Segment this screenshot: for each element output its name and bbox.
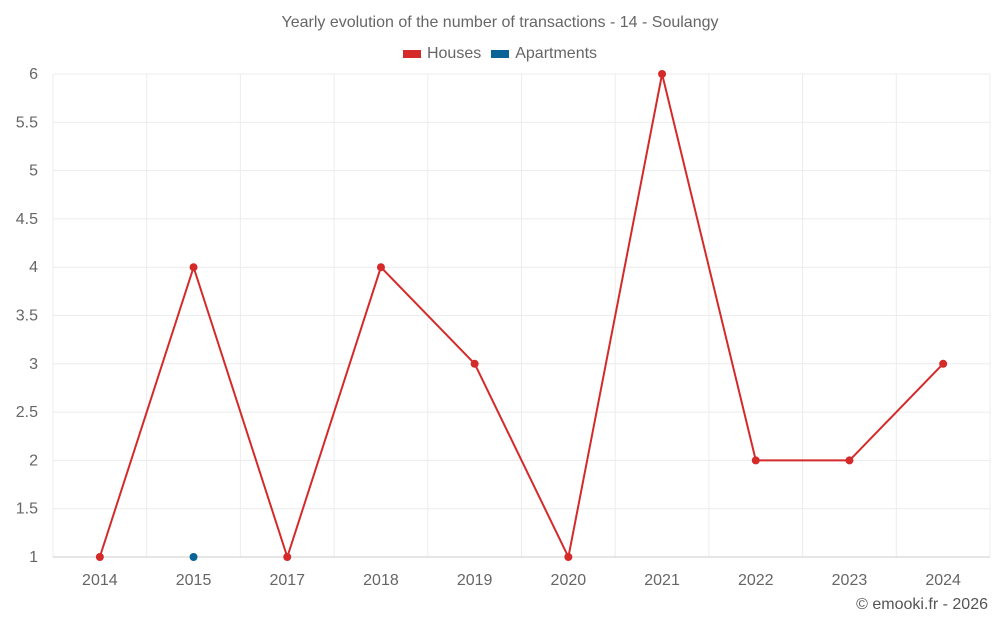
y-tick-label: 3 [29,356,38,373]
x-tick-label: 2023 [832,572,868,589]
x-tick-label: 2017 [269,572,305,589]
data-point-houses [470,359,479,368]
data-point-houses [564,553,573,561]
x-tick-label: 2019 [457,572,493,589]
series-line-houses [98,73,944,561]
legend: Houses Apartments [0,45,1000,63]
y-tick-label: 2.5 [16,404,38,421]
y-tick-label: 1 [29,549,38,566]
y-tick-label: 2 [29,452,38,469]
legend-label-houses: Houses [426,45,482,62]
y-tick-label: 5 [29,163,38,180]
legend-swatch-apartments [491,50,510,58]
y-tick-label: 5.5 [16,114,38,131]
x-tick-label: 2020 [551,572,587,589]
data-point-houses [845,456,854,465]
legend-item-houses[interactable]: Houses [402,45,482,63]
data-point-houses [189,263,198,272]
x-tick-label: 2018 [363,572,399,589]
legend-item-apartments[interactable]: Apartments [491,45,597,63]
y-tick-label: 3.5 [16,308,38,325]
legend-swatch-houses [402,50,421,58]
x-tick-label: 2021 [644,572,680,589]
x-tick-label: 2015 [176,572,212,589]
y-tick-label: 4.5 [16,211,38,228]
chart-title: Yearly evolution of the number of transa… [281,14,719,31]
legend-label-apartments: Apartments [515,45,598,62]
y-tick-label: 6 [29,66,38,83]
x-tick-label: 2014 [82,572,118,589]
data-point-houses [658,70,667,78]
y-tick-label: 1.5 [16,501,38,518]
data-point-apartments [189,553,198,561]
credit-text: © emooki.fr - 2026 [856,596,988,613]
data-point-houses [95,553,104,561]
x-tick-label: 2024 [925,572,961,589]
data-point-houses [376,263,385,272]
y-tick-label: 4 [29,259,38,276]
data-point-houses [939,359,948,368]
data-point-houses [751,456,760,465]
data-point-houses [283,553,292,561]
x-tick-label: 2022 [738,572,774,589]
